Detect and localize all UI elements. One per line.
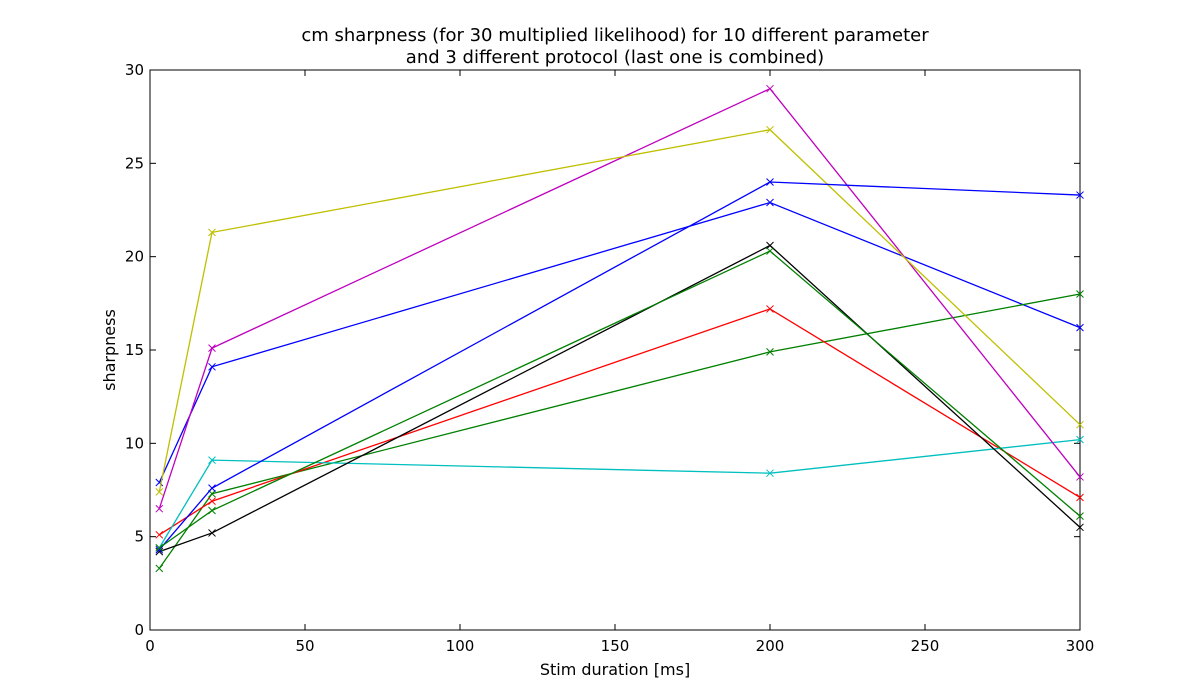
data-point-marker (208, 362, 216, 371)
series-line (159, 244, 1081, 553)
data-point-marker (766, 125, 774, 134)
data-point-marker (1076, 290, 1084, 298)
x-axis-label: Stim duration [ms] (540, 660, 690, 679)
data-point-marker (1076, 473, 1084, 481)
y-tick-label: 20 (125, 248, 144, 266)
chart-title-line-1: cm sharpness (for 30 multiplied likeliho… (301, 25, 929, 46)
data-point-marker (766, 84, 774, 93)
series-line (158, 181, 1081, 551)
series-7 (155, 241, 1084, 556)
y-tick-label: 0 (134, 621, 144, 639)
data-point-marker (1076, 523, 1084, 532)
data-point-marker (155, 547, 164, 556)
x-tick-label: 250 (911, 637, 940, 655)
series-9 (155, 247, 1084, 552)
data-point-marker (766, 241, 774, 250)
y-tick-label: 25 (125, 154, 144, 172)
data-point-marker (1076, 512, 1084, 520)
data-point-marker (766, 305, 774, 313)
data-point-marker (208, 506, 216, 515)
series-2 (155, 290, 1084, 573)
axis-ticks: 0 50 100 150 200 250 300 0 5 10 15 20 25 30 (125, 61, 1094, 655)
data-point-marker (766, 469, 774, 478)
data-point-marker (155, 564, 164, 573)
x-tick-label: 150 (601, 637, 630, 655)
data-point-marker (208, 484, 216, 492)
data-point-marker (766, 198, 774, 207)
series-layer (155, 84, 1084, 573)
data-point-marker (1076, 191, 1084, 199)
series-5 (155, 84, 1084, 513)
y-tick-label: 15 (125, 341, 144, 359)
data-point-marker (155, 504, 164, 513)
x-tick-label: 100 (446, 637, 475, 655)
series-line (158, 87, 1081, 509)
series-line (158, 201, 1081, 483)
data-point-marker (208, 497, 216, 506)
y-tick-label: 30 (125, 61, 144, 79)
data-point-marker (208, 529, 216, 537)
x-tick-label: 300 (1066, 637, 1095, 655)
series-line (158, 293, 1081, 569)
x-tick-label: 200 (756, 637, 785, 655)
chart-title-line-2: and 3 different protocol (last one is co… (406, 47, 824, 68)
y-tick-label: 5 (134, 528, 144, 546)
data-point-marker (155, 545, 164, 554)
data-point-marker (208, 228, 216, 237)
y-axis-label: sharpness (100, 309, 119, 391)
data-point-marker (766, 348, 774, 356)
data-point-marker (155, 530, 164, 539)
x-tick-label: 50 (295, 637, 314, 655)
series-1 (155, 198, 1084, 487)
series-3 (155, 305, 1084, 539)
data-point-marker (766, 178, 774, 186)
series-6 (155, 125, 1084, 496)
plot-area-frame (149, 69, 1081, 631)
data-point-marker (1076, 493, 1084, 502)
series-8 (155, 178, 1084, 554)
series-line (158, 250, 1081, 549)
series-line (158, 308, 1081, 536)
data-point-marker (1076, 323, 1084, 332)
data-point-marker (155, 544, 164, 552)
series-line (158, 438, 1081, 549)
data-point-marker (1076, 420, 1084, 429)
data-point-marker (208, 344, 216, 352)
x-tick-label: 0 (145, 637, 155, 655)
data-point-marker (766, 247, 774, 255)
y-tick-label: 10 (125, 434, 144, 452)
data-point-marker (155, 488, 164, 496)
series-line (158, 129, 1081, 492)
data-point-marker (208, 456, 216, 464)
series-4 (155, 435, 1084, 552)
data-point-marker (1076, 435, 1084, 444)
